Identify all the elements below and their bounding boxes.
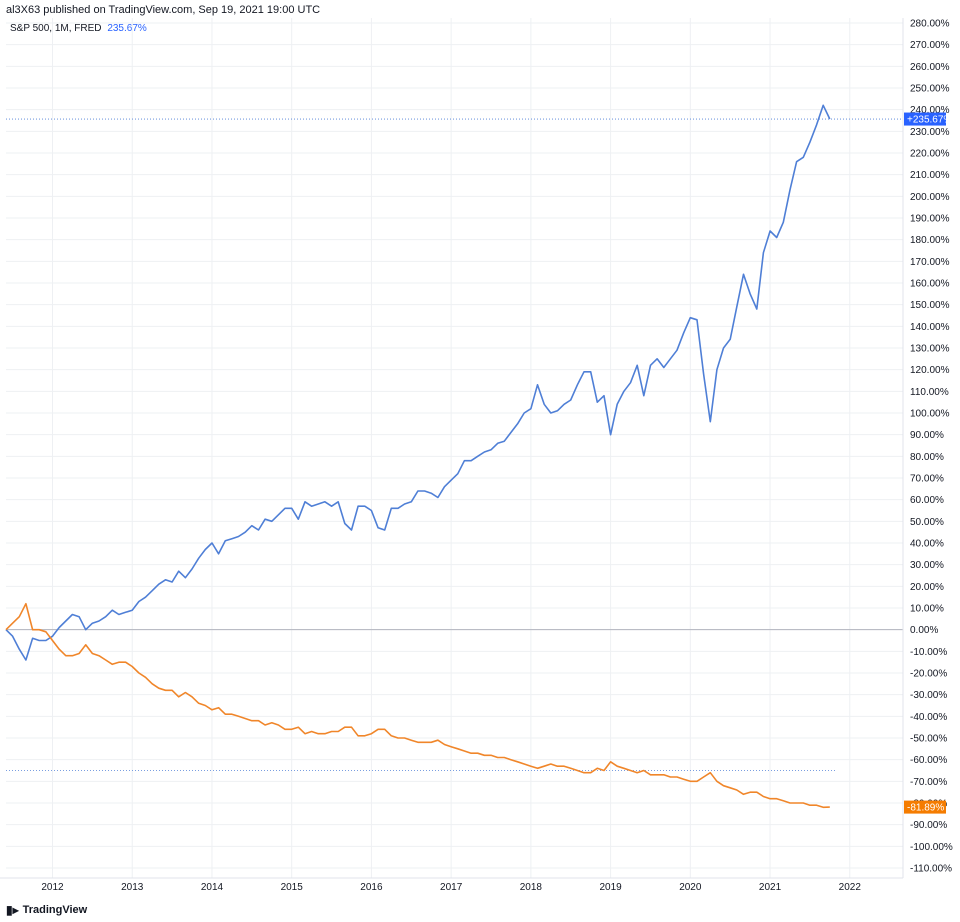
chart-legend: S&P 500, 1M, FRED 235.67%: [10, 23, 147, 34]
y-tick-label: 0.00%: [910, 625, 938, 636]
y-tick-label: 50.00%: [910, 517, 944, 528]
y-tick-label: -90.00%: [910, 820, 947, 831]
tradingview-logo-icon: ▮▸: [6, 903, 19, 917]
x-tick-label: 2015: [281, 882, 304, 893]
y-tick-label: -20.00%: [910, 669, 947, 680]
x-tick-label: 2019: [599, 882, 622, 893]
y-tick-label: 190.00%: [910, 214, 950, 225]
y-tick-label: 60.00%: [910, 495, 944, 506]
legend-value: 235.67%: [107, 23, 147, 34]
y-tick-label: 230.00%: [910, 127, 950, 138]
y-axis[interactable]: 280.00% 270.00% 260.00% 250.00% 240.00% 230.0…: [910, 19, 953, 875]
x-tick-label: 2017: [440, 882, 463, 893]
y-tick-label: 70.00%: [910, 474, 944, 485]
y-tick-label: 180.00%: [910, 235, 950, 246]
x-grid: [52, 18, 851, 878]
x-tick-label: 2021: [759, 882, 782, 893]
y-tick-label: 120.00%: [910, 365, 950, 376]
x-tick-label: 2014: [201, 882, 224, 893]
x-tick-label: 2013: [121, 882, 144, 893]
tag-background: [904, 800, 946, 814]
tag-label: +235.67%: [907, 115, 952, 126]
y-tick-label: 280.00%: [910, 19, 950, 30]
tradingview-footer: ▮▸ TradingView: [6, 903, 87, 917]
y-tick-label: 240.00%: [910, 105, 950, 116]
y-tick-label: -70.00%: [910, 777, 947, 788]
fred-last-value-tag: -81.89%: [904, 800, 946, 814]
y-tick-label: 270.00%: [910, 40, 950, 51]
x-tick-label: 2020: [679, 882, 702, 893]
tag-label: -81.89%: [907, 803, 944, 814]
y-tick-label: 10.00%: [910, 604, 944, 615]
y-tick-label: -100.00%: [910, 842, 953, 853]
y-tick-label: 20.00%: [910, 582, 944, 593]
sp500-last-value-tag: +235.67%: [904, 112, 952, 126]
y-tick-label: 200.00%: [910, 192, 950, 203]
last-value-tags: +235.67% -81.89%: [904, 112, 952, 814]
series-line-fred: [5, 602, 830, 809]
y-tick-label: -40.00%: [910, 712, 947, 723]
tag-background: [904, 112, 946, 126]
y-tick-label: -110.00%: [910, 864, 952, 875]
y-tick-label: 30.00%: [910, 560, 944, 571]
x-tick-label: 2012: [41, 882, 64, 893]
y-tick-label: 170.00%: [910, 257, 950, 268]
y-grid: [6, 22, 903, 869]
footer-brand: TradingView: [22, 904, 88, 916]
y-tick-label: 220.00%: [910, 149, 950, 160]
x-tick-label: 2022: [839, 882, 862, 893]
x-tick-label: 2018: [520, 882, 543, 893]
y-tick-label: 260.00%: [910, 62, 950, 73]
y-tick-label: 130.00%: [910, 344, 950, 355]
y-tick-label: 80.00%: [910, 452, 944, 463]
y-tick-label: 90.00%: [910, 430, 944, 441]
legend-symbol: S&P 500, 1M, FRED: [10, 23, 102, 34]
y-tick-label: 160.00%: [910, 279, 950, 290]
y-tick-label: 110.00%: [910, 387, 949, 398]
x-tick-label: 2016: [360, 882, 383, 893]
y-tick-label: -50.00%: [910, 734, 947, 745]
y-tick-label: 210.00%: [910, 170, 950, 181]
y-tick-label: 40.00%: [910, 539, 944, 550]
y-tick-label: 140.00%: [910, 322, 950, 333]
y-tick-label: 100.00%: [910, 409, 950, 420]
x-axis[interactable]: 2012 2013 2014 2015 2016 2017 2018 2019 2020 2021…: [41, 882, 861, 893]
y-tick-label: 150.00%: [910, 300, 950, 311]
y-tick-label: -60.00%: [910, 755, 947, 766]
y-tick-label: -10.00%: [910, 647, 947, 658]
y-tick-label: -30.00%: [910, 690, 947, 701]
series-line-sp500: [5, 104, 831, 661]
publish-header: al3X63 published on TradingView.com, Sep…: [6, 4, 321, 16]
y-tick-label: 250.00%: [910, 84, 950, 95]
